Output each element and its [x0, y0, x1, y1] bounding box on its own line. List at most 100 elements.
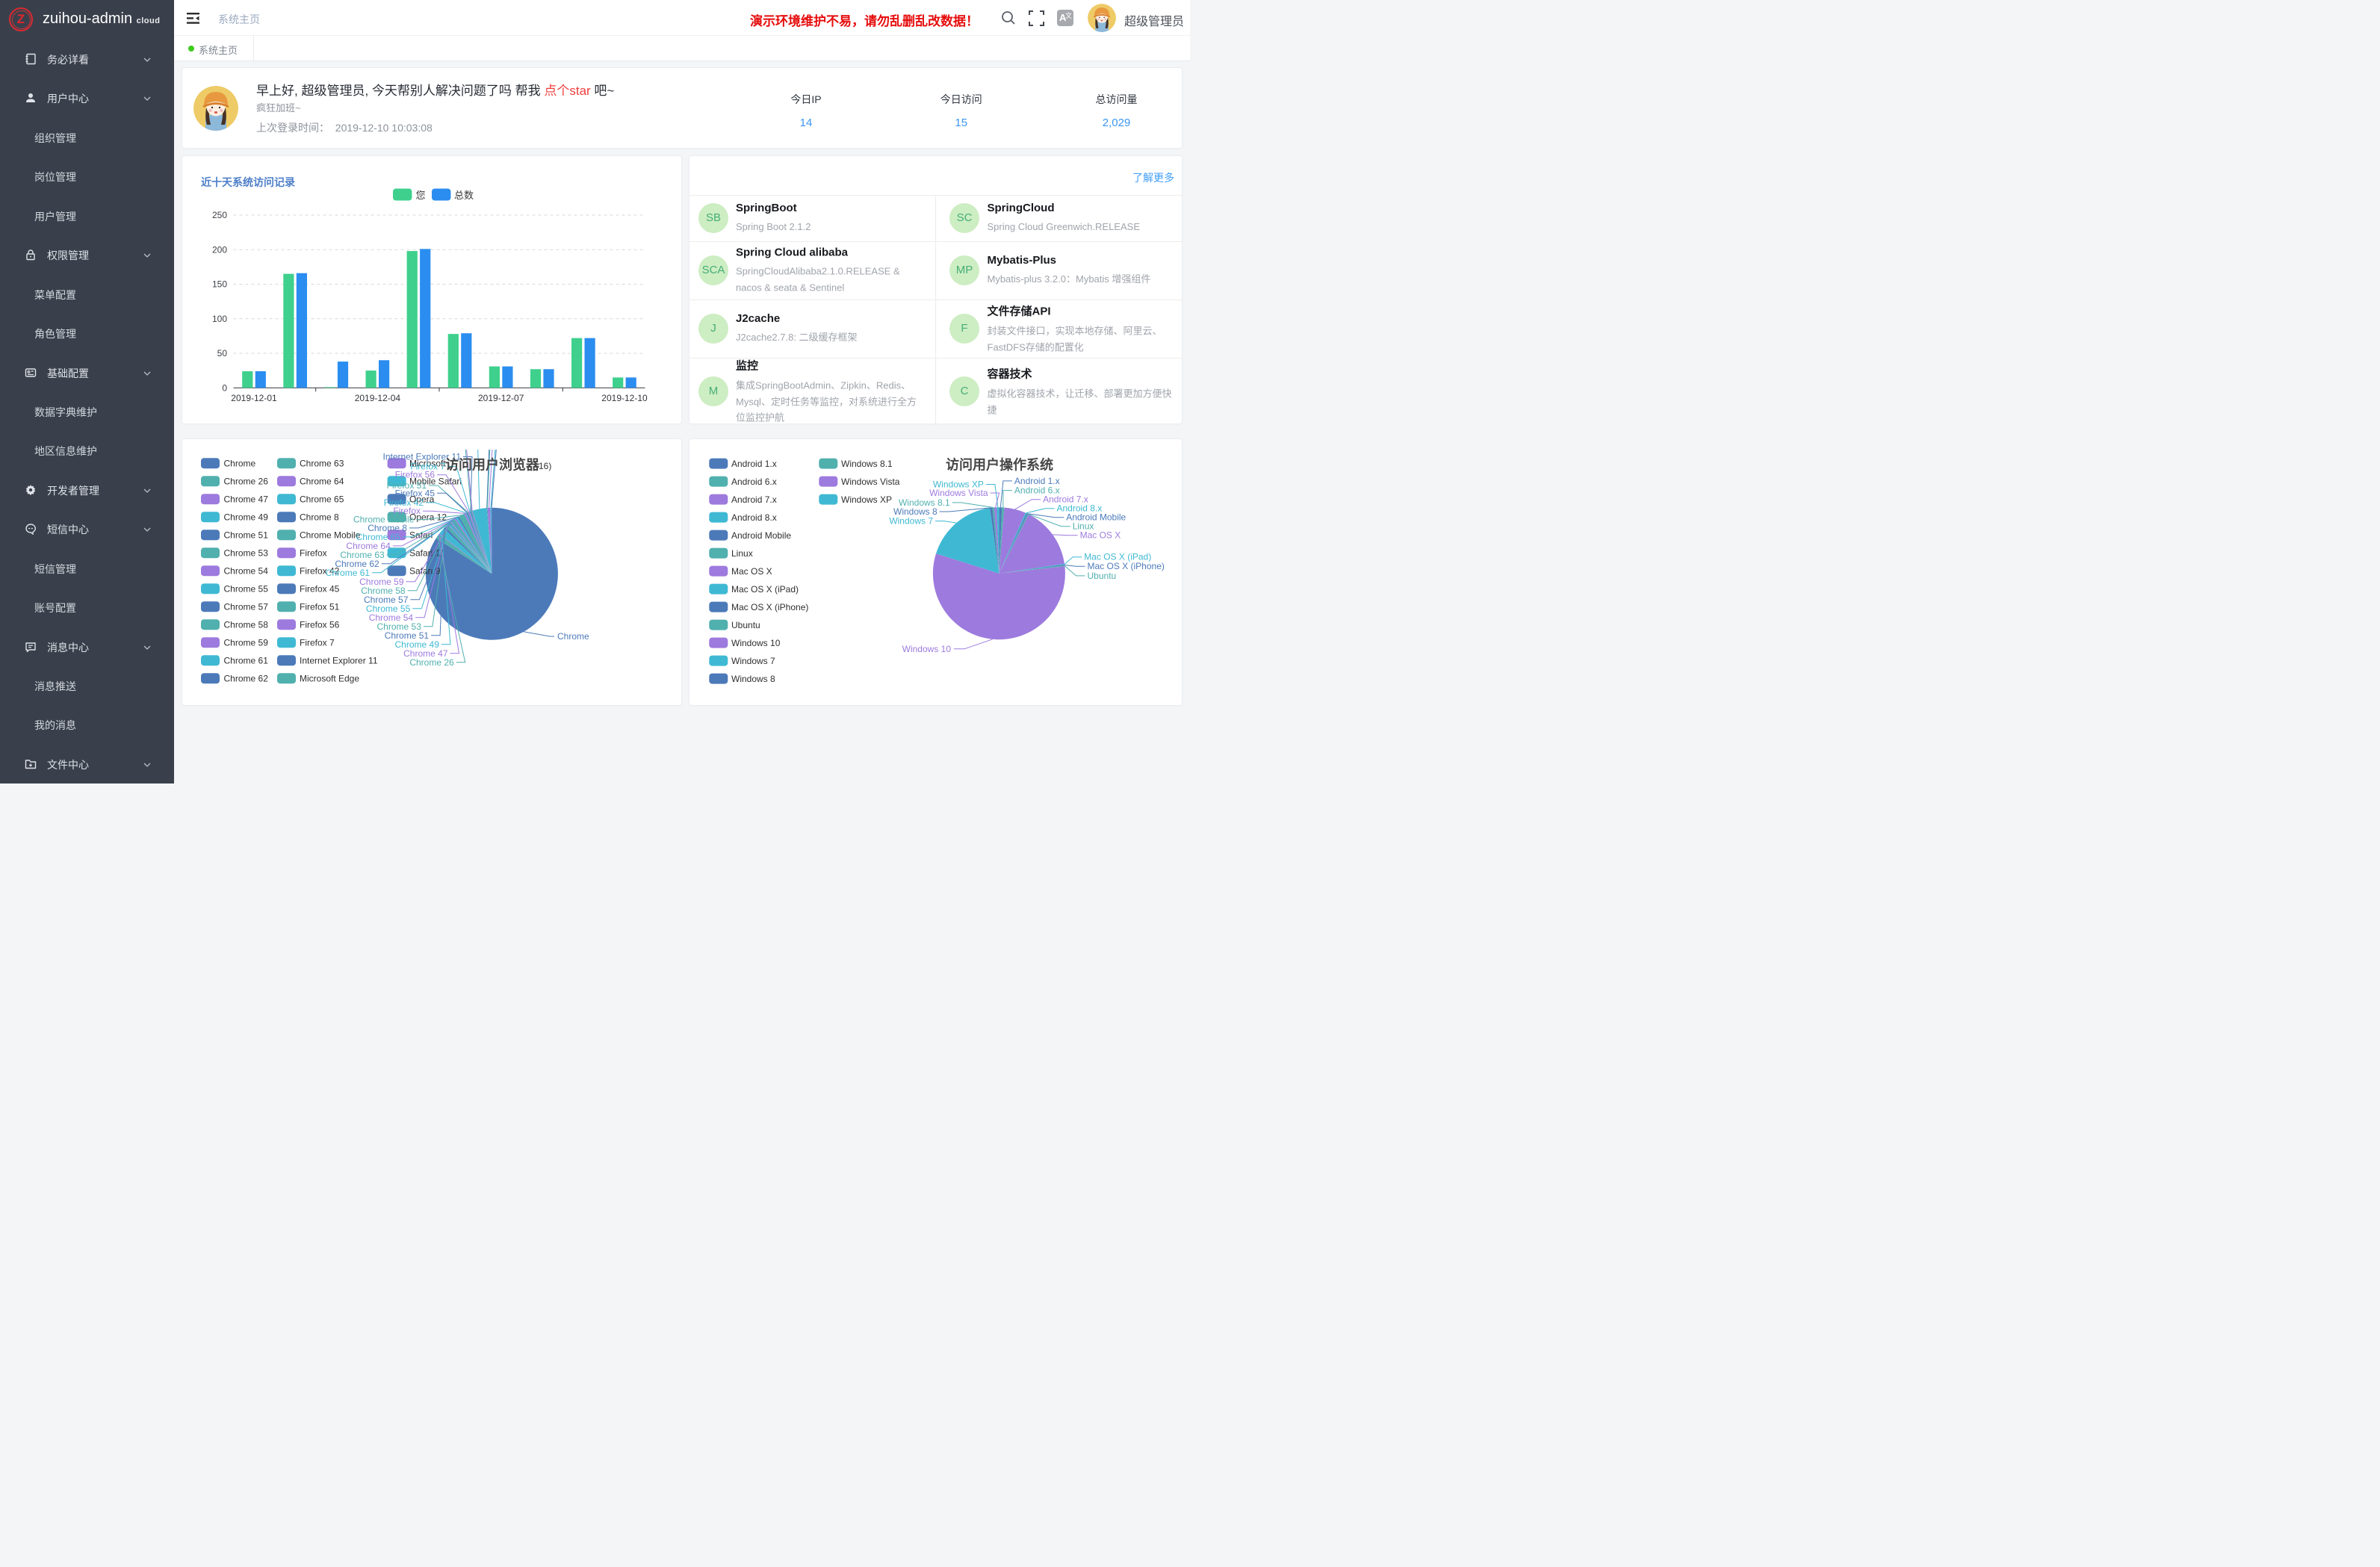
svg-text:Android 7.x: Android 7.x	[1043, 494, 1088, 505]
svg-text:Windows 7: Windows 7	[731, 656, 775, 666]
svg-text:Ubuntu: Ubuntu	[731, 620, 760, 630]
svg-text:Chrome 51: Chrome 51	[385, 630, 430, 641]
svg-text:Chrome 49: Chrome 49	[395, 639, 440, 650]
svg-text:150: 150	[212, 279, 227, 290]
svg-text:访问用户浏览器: 访问用户浏览器	[445, 457, 540, 473]
svg-text:Microsoft Edge: Microsoft Edge	[300, 674, 359, 684]
svg-text:Firefox 42: Firefox 42	[300, 566, 340, 577]
svg-text:Chrome 49: Chrome 49	[224, 512, 269, 523]
svg-text:Opera: Opera	[409, 494, 435, 505]
svg-text:Chrome 54: Chrome 54	[369, 612, 414, 623]
svg-text:Firefox 56: Firefox 56	[300, 620, 340, 630]
svg-text:Windows 8.1: Windows 8.1	[841, 459, 893, 469]
svg-text:Mac OS X (iPhone): Mac OS X (iPhone)	[1088, 561, 1165, 571]
svg-text:Chrome 58: Chrome 58	[224, 620, 269, 630]
svg-text:Android 1.x: Android 1.x	[731, 459, 777, 469]
svg-text:250: 250	[212, 210, 227, 220]
svg-text:0: 0	[222, 382, 227, 393]
svg-text:2019-12-04: 2019-12-04	[355, 393, 401, 403]
svg-text:Chrome 47: Chrome 47	[403, 648, 448, 659]
svg-text:Chrome 61: Chrome 61	[326, 568, 371, 578]
svg-text:Chrome 64: Chrome 64	[346, 541, 391, 551]
svg-text:Chrome 55: Chrome 55	[224, 584, 269, 595]
svg-text:Mac OS X (iPad): Mac OS X (iPad)	[1084, 552, 1151, 562]
svg-text:2019-12-10: 2019-12-10	[601, 393, 648, 403]
svg-text:Firefox 45: Firefox 45	[300, 584, 340, 595]
svg-text:Windows Vista: Windows Vista	[929, 488, 988, 498]
svg-text:Chrome 8: Chrome 8	[300, 512, 339, 523]
svg-text:Chrome 26: Chrome 26	[409, 657, 454, 668]
svg-text:Android 8.x: Android 8.x	[731, 512, 777, 523]
svg-text:Android Mobile: Android Mobile	[1066, 512, 1126, 523]
svg-text:Android 8.x: Android 8.x	[1057, 503, 1103, 514]
svg-text:Chrome: Chrome	[557, 631, 589, 642]
svg-text:Windows 10: Windows 10	[902, 644, 952, 654]
svg-text:Internet Explorer 11: Internet Explorer 11	[300, 656, 378, 666]
svg-text:Windows XP: Windows XP	[933, 480, 984, 490]
svg-text:Linux: Linux	[1073, 521, 1094, 532]
svg-text:Firefox 7: Firefox 7	[410, 461, 445, 471]
svg-text:Firefox 45: Firefox 45	[395, 488, 436, 498]
svg-text:2019-12-07: 2019-12-07	[478, 393, 524, 403]
svg-text:Chrome 61: Chrome 61	[224, 656, 269, 666]
svg-text:Internet Explorer 11: Internet Explorer 11	[382, 452, 461, 462]
svg-text:Chrome 65: Chrome 65	[356, 532, 401, 542]
svg-text:Chrome 65: Chrome 65	[300, 494, 344, 505]
svg-text:16): 16)	[539, 461, 551, 471]
svg-text:Android 6.x: Android 6.x	[1014, 485, 1060, 496]
svg-text:Chrome 59: Chrome 59	[359, 577, 404, 587]
svg-text:Chrome 63: Chrome 63	[340, 550, 385, 560]
svg-text:Mac OS X (iPad): Mac OS X (iPad)	[731, 584, 799, 595]
svg-text:Windows 10: Windows 10	[731, 638, 781, 648]
svg-text:200: 200	[212, 244, 227, 255]
svg-text:Chrome 51: Chrome 51	[224, 530, 269, 541]
svg-text:总数: 总数	[454, 190, 474, 201]
svg-text:Windows XP: Windows XP	[841, 494, 892, 505]
svg-text:Chrome Mobile: Chrome Mobile	[300, 530, 361, 541]
svg-text:Firefox 51: Firefox 51	[387, 480, 427, 491]
svg-text:Firefox 56: Firefox 56	[395, 470, 436, 480]
svg-text:Chrome 62: Chrome 62	[224, 674, 269, 684]
svg-text:100: 100	[212, 314, 227, 324]
svg-text:Chrome: Chrome	[224, 459, 256, 469]
svg-text:Android Mobile: Android Mobile	[731, 530, 791, 541]
svg-text:Android 6.x: Android 6.x	[731, 477, 777, 487]
svg-text:Windows 8: Windows 8	[731, 674, 775, 684]
svg-text:2019-12-01: 2019-12-01	[231, 393, 277, 403]
svg-text:Android 1.x: Android 1.x	[1014, 476, 1060, 486]
svg-text:Mac OS X: Mac OS X	[731, 566, 772, 577]
svg-text:Firefox 7: Firefox 7	[300, 638, 335, 648]
svg-text:Chrome Mobile: Chrome Mobile	[353, 515, 415, 525]
svg-text:Windows 8: Windows 8	[893, 506, 938, 517]
svg-text:Chrome 54: Chrome 54	[224, 566, 269, 577]
svg-text:Linux: Linux	[731, 548, 753, 559]
svg-text:Firefox: Firefox	[393, 506, 421, 516]
svg-text:Chrome 57: Chrome 57	[364, 595, 409, 605]
svg-text:Chrome 53: Chrome 53	[224, 548, 269, 559]
svg-text:Chrome 47: Chrome 47	[224, 494, 269, 505]
svg-text:Chrome 53: Chrome 53	[377, 621, 422, 632]
svg-text:Chrome 62: Chrome 62	[335, 559, 379, 569]
svg-text:Chrome 59: Chrome 59	[224, 638, 269, 648]
svg-text:Chrome 55: Chrome 55	[366, 603, 411, 614]
svg-text:Chrome 57: Chrome 57	[224, 602, 269, 612]
svg-text:Firefox 42: Firefox 42	[384, 497, 424, 508]
svg-text:Android 7.x: Android 7.x	[731, 494, 777, 505]
svg-text:Windows 8.1: Windows 8.1	[899, 497, 950, 508]
svg-text:Chrome 63: Chrome 63	[300, 459, 344, 469]
svg-text:Firefox 51: Firefox 51	[300, 602, 340, 612]
svg-text:Chrome 64: Chrome 64	[300, 477, 344, 487]
svg-text:Mac OS X (iPhone): Mac OS X (iPhone)	[731, 602, 808, 612]
svg-text:Chrome 26: Chrome 26	[224, 477, 269, 487]
svg-text:Windows Vista: Windows Vista	[841, 477, 900, 487]
svg-text:50: 50	[217, 348, 228, 359]
svg-text:访问用户操作系统: 访问用户操作系统	[946, 457, 1053, 473]
svg-text:Firefox: Firefox	[300, 548, 327, 559]
svg-text:Safari: Safari	[409, 530, 433, 541]
svg-text:您: 您	[416, 190, 426, 201]
svg-text:Windows 7: Windows 7	[889, 516, 933, 527]
svg-text:Ubuntu: Ubuntu	[1088, 571, 1117, 581]
svg-text:Chrome 8: Chrome 8	[368, 523, 407, 533]
svg-text:Mac OS X: Mac OS X	[1080, 530, 1121, 541]
svg-text:Opera 12: Opera 12	[409, 512, 447, 523]
